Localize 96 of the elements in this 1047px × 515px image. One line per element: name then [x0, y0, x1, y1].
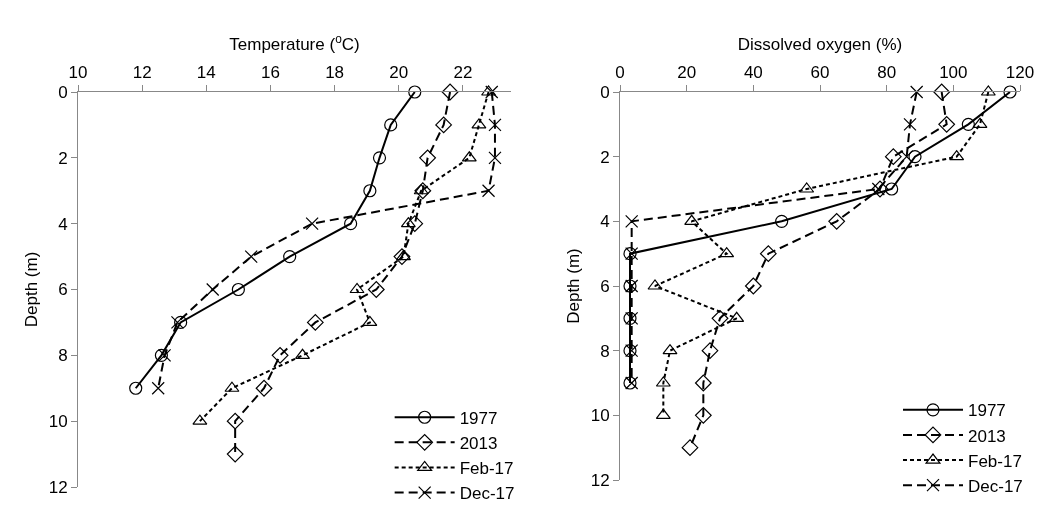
point [681, 439, 699, 457]
point [349, 282, 365, 294]
legend-label: 1977 [968, 401, 1006, 421]
x-tick-label: 60 [810, 63, 830, 83]
legend-label: Dec-17 [968, 476, 1023, 496]
point [414, 182, 432, 200]
point [158, 348, 172, 362]
point [961, 117, 975, 131]
point [226, 445, 244, 463]
point [384, 118, 398, 132]
point [488, 151, 502, 165]
point [884, 148, 902, 166]
legend-label: Feb-17 [968, 451, 1022, 471]
point [305, 217, 319, 231]
point [885, 182, 899, 196]
point [701, 342, 719, 360]
point [900, 150, 914, 164]
y-tick-label: 6 [600, 276, 610, 296]
point [871, 180, 889, 198]
legend-label: 1977 [459, 408, 498, 428]
x-tick-label: 120 [1005, 63, 1035, 83]
point [372, 151, 387, 165]
y-axis-title: Depth (m) [564, 248, 584, 324]
y-tick-label: 12 [590, 470, 610, 490]
point [775, 214, 789, 228]
point [759, 245, 777, 263]
point [283, 249, 297, 264]
legend-label: Feb-17 [459, 459, 514, 479]
legend-label: 2013 [459, 433, 498, 453]
point [154, 348, 168, 362]
point [170, 315, 185, 330]
point [363, 184, 377, 198]
point [174, 315, 188, 330]
y-tick-label: 2 [58, 148, 68, 168]
y-tick-label: 8 [58, 346, 68, 366]
point [129, 381, 143, 395]
point [231, 282, 245, 297]
x-axis-title: Temperature ($^{o}$C) [229, 31, 360, 54]
y-axis-title: Depth (m) [22, 251, 42, 328]
point [435, 116, 453, 134]
x-tick-label: 40 [743, 63, 763, 83]
point [1003, 85, 1017, 99]
point [938, 115, 956, 133]
point [910, 85, 924, 99]
y-tick-label: 2 [600, 147, 610, 167]
point [933, 83, 951, 101]
x-tick-label: 100 [939, 63, 968, 83]
point [206, 282, 220, 297]
legend-label: Dec-17 [459, 484, 515, 504]
point [871, 182, 885, 196]
x-tick-label: 14 [196, 63, 216, 83]
point [485, 85, 499, 99]
x-tick-label: 20 [389, 63, 409, 83]
point [393, 248, 411, 265]
x-tick-label: 16 [260, 63, 280, 83]
x-axis-title: Dissolved oxygen (%) [737, 34, 903, 54]
point [151, 381, 165, 395]
y-tick-label: 4 [58, 214, 68, 234]
y-tick-label: 8 [600, 341, 610, 361]
point [828, 212, 846, 230]
y-tick-label: 0 [600, 82, 610, 102]
point [255, 379, 273, 397]
y-tick-label: 12 [48, 477, 68, 497]
point [419, 149, 437, 167]
point [362, 315, 378, 327]
x-tick-label: 22 [453, 63, 473, 83]
y-tick-label: 10 [48, 412, 68, 432]
point [488, 118, 502, 132]
point [625, 214, 639, 228]
point [744, 277, 762, 295]
x-tick-label: 80 [877, 63, 897, 83]
y-tick-label: 4 [600, 212, 610, 232]
point [481, 184, 496, 198]
point [711, 309, 729, 327]
y-tick-label: 0 [58, 82, 68, 102]
y-tick-label: 10 [590, 406, 610, 426]
point [408, 85, 422, 99]
point [694, 374, 712, 392]
point [244, 249, 258, 264]
x-tick-label: 12 [132, 63, 152, 83]
point [903, 117, 917, 131]
point [396, 249, 412, 261]
point [908, 150, 922, 164]
x-tick-label: 20 [677, 63, 697, 83]
x-tick-label: 18 [325, 63, 345, 83]
point [406, 215, 424, 233]
point [271, 346, 289, 364]
point [344, 217, 358, 231]
legend-label: 2013 [968, 426, 1006, 446]
point [441, 83, 459, 101]
x-tick-label: 0 [615, 63, 625, 83]
point [306, 314, 324, 331]
point [694, 406, 712, 424]
y-tick-label: 6 [58, 280, 68, 300]
point [226, 412, 244, 430]
point [367, 281, 385, 298]
